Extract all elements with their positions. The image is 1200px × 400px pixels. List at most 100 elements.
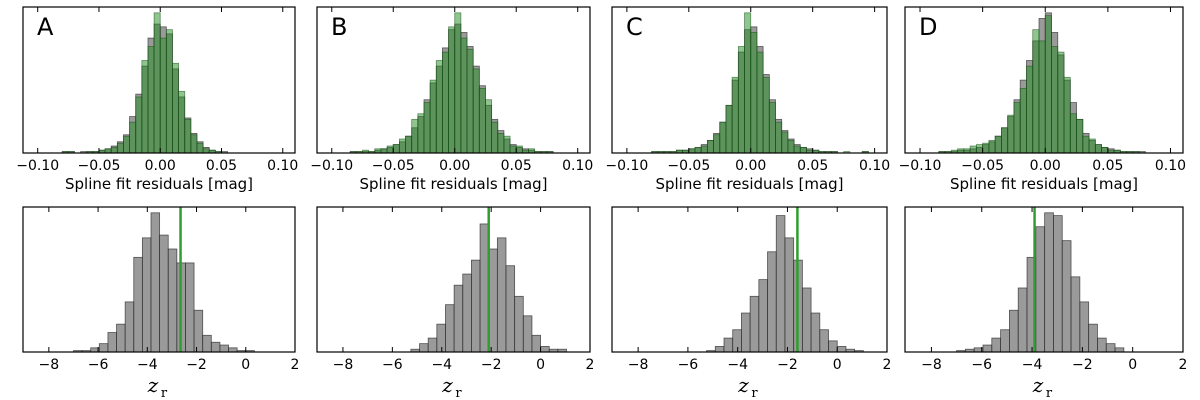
histogram-bar-green (768, 102, 776, 154)
histogram-bar-green (1082, 135, 1090, 154)
histogram-bar (767, 251, 777, 353)
histogram-bar-green (1026, 65, 1034, 154)
x-tick-label: 0 (536, 357, 545, 373)
x-axis-label-subscript: r (751, 386, 758, 400)
x-tick-label: 2 (291, 357, 300, 373)
histogram-bar-green (485, 99, 493, 154)
histogram-bar-green (129, 121, 137, 154)
histogram-bar-green (104, 148, 112, 154)
histogram-bar-green (448, 26, 456, 154)
x-tick-label: −0.05 (667, 158, 710, 174)
histogram-bar (1079, 301, 1090, 353)
x-axis-label: Spline fit residuals [mag] (950, 175, 1138, 193)
histogram-bar (116, 323, 126, 353)
histogram-bar (836, 346, 847, 353)
histogram-bar (991, 337, 1002, 353)
x-tick-label: −8 (921, 357, 942, 373)
histogram-bar-green (1088, 138, 1096, 154)
x-axis-label: z (1032, 373, 1044, 397)
histogram-bar (1000, 329, 1010, 353)
histogram-bar (522, 315, 533, 353)
histogram-bar-green (1094, 144, 1103, 154)
x-axis-label: Spline fit residuals [mag] (65, 175, 253, 193)
histogram-bar (488, 248, 498, 353)
histogram-bar-green (982, 142, 990, 154)
histogram-bar (732, 329, 742, 353)
histogram-bar (1114, 347, 1125, 353)
axes-frame (316, 206, 591, 353)
x-axis-label: Spline fit residuals [mag] (655, 175, 843, 193)
histogram-bar-green (196, 142, 204, 154)
panel-a-bottom: −8 −6 −4 −2 0 2 z r (22, 206, 300, 400)
histogram-bar (1061, 240, 1072, 353)
histogram-bar-green (1051, 46, 1059, 154)
histogram-bar-green (787, 139, 795, 154)
x-tick-label: 2 (883, 357, 892, 373)
histogram-bar-green (688, 148, 696, 154)
histogram-bar-green (799, 146, 807, 154)
histogram-bar-green (392, 144, 400, 154)
x-tick-label: −0.10 (605, 158, 648, 174)
histogram-bar (453, 284, 464, 353)
x-tick-label: 2 (1179, 357, 1188, 373)
histogram-bar (1053, 215, 1063, 353)
histogram-bar-green (141, 60, 149, 154)
histogram-bar (828, 340, 838, 353)
histogram-bar-green (386, 145, 394, 154)
histogram-bar (819, 329, 829, 353)
histogram-bar-green (1101, 146, 1109, 154)
histogram-bar-green (202, 148, 210, 154)
histogram-bar-green (491, 121, 499, 154)
x-tick-label: −6 (971, 357, 992, 373)
histogram-bar-green (153, 12, 161, 154)
panel-d: −0.10 −0.05 0.00 0.05 0.10 Spline fit residua… (899, 6, 1186, 193)
histogram-bar (749, 295, 760, 353)
histogram-bar (133, 256, 143, 353)
histogram-bar (1035, 226, 1046, 353)
panel-letter: B (331, 13, 347, 41)
histogram-bar (496, 237, 507, 353)
x-axis-label: z (147, 373, 159, 397)
x-tick-label: 0 (1128, 357, 1137, 373)
x-tick-label: −4 (1022, 357, 1043, 373)
x-tick-label: 0 (833, 357, 842, 373)
panel-letter: C (626, 13, 643, 41)
histogram-bar-green (515, 145, 523, 154)
x-tick-label: −0.05 (372, 158, 415, 174)
histogram-bar-green (380, 148, 388, 154)
x-axis-label-subscript: r (161, 386, 168, 400)
histogram-bar-green (700, 145, 708, 154)
axes-frame (904, 6, 1184, 154)
x-axis-label: Spline fit residuals [mag] (359, 175, 547, 193)
histogram-bar-green (775, 121, 783, 154)
histogram-bar (741, 312, 751, 353)
axes-frame (611, 206, 888, 353)
x-axis-label: z (441, 373, 453, 397)
histogram-bar (471, 259, 481, 353)
histogram-bar (1044, 212, 1054, 353)
x-tick-label: −0.10 (16, 158, 59, 174)
panel-b: −0.10 −0.05 0.00 0.05 0.10 Spline fit residua… (310, 6, 593, 193)
histogram-bar (141, 237, 152, 353)
histogram-bar (1088, 323, 1098, 353)
histogram-bar-green (159, 37, 167, 154)
histogram-bar (202, 334, 212, 353)
histogram-bar (185, 262, 195, 353)
histogram-bar-green (172, 62, 180, 154)
histogram-bar-green (398, 138, 406, 154)
x-tick-label: 0.10 (267, 158, 298, 174)
x-tick-label: −0.10 (310, 158, 353, 174)
histogram-bar-green (719, 121, 727, 154)
histogram-bar-green (1076, 118, 1084, 154)
x-tick-label: 0.05 (501, 158, 532, 174)
histogram-bar-green (165, 29, 173, 154)
axes-frame (316, 6, 591, 154)
histogram-bar-green (737, 46, 745, 154)
x-tick-label: −4 (137, 357, 158, 373)
histogram-bar (1009, 309, 1019, 353)
histogram-bar (810, 312, 821, 353)
axes-frame (904, 206, 1184, 353)
x-tick-label: −8 (628, 357, 649, 373)
histogram-bar (219, 344, 229, 353)
